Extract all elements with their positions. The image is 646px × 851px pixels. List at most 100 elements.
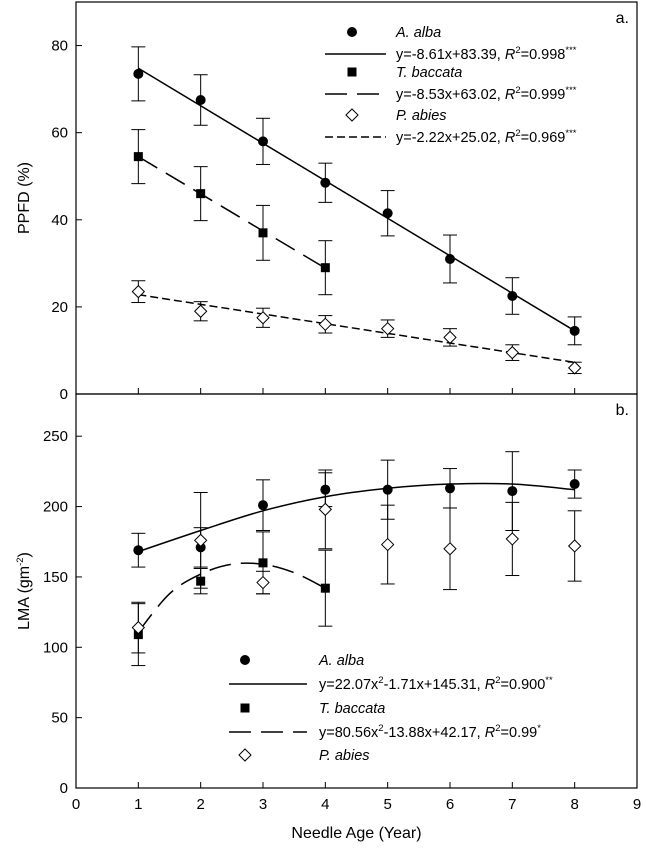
data-point-diamond — [380, 537, 395, 552]
r-squared-symbol: R — [485, 725, 496, 741]
data-point-diamond — [238, 748, 252, 762]
data-point-square — [347, 67, 357, 77]
data-point-circle — [133, 545, 144, 556]
r-squared-exponent: 2 — [515, 128, 520, 139]
x-tick-label: 1 — [134, 796, 142, 813]
y-tick-label: 40 — [51, 212, 68, 229]
r-squared-value: =0.900 — [501, 677, 546, 693]
data-point-circle — [347, 27, 357, 37]
x-tick-label: 9 — [633, 796, 641, 813]
r-squared-exponent: 2 — [515, 45, 520, 56]
data-point-square — [258, 228, 268, 238]
r-squared-symbol: R — [505, 47, 516, 63]
legend-fit-equation: y=-8.61x+83.39, R2=0.998*** — [396, 45, 577, 63]
legend-fit-equation: y=22.07x2-1.71x+145.31, R2=0.900** — [319, 675, 553, 693]
equation-text: y=-8.53x+63.02, — [396, 87, 505, 103]
r-squared-symbol: R — [505, 130, 516, 146]
r-squared-value: =0.969 — [521, 130, 566, 146]
legend-series-name: P. abies — [319, 748, 370, 764]
data-point-circle — [382, 484, 393, 495]
data-point-circle — [320, 177, 331, 188]
y-tick-label: 50 — [51, 710, 68, 727]
equation-text: y=22.07x — [319, 677, 379, 693]
data-point-diamond — [193, 304, 208, 318]
y-tick-label: 0 — [60, 780, 68, 797]
y-tick-label: 100 — [43, 639, 68, 656]
r-squared-symbol: R — [505, 87, 516, 103]
data-point-diamond — [345, 108, 359, 122]
x-tick-label: 2 — [196, 796, 204, 813]
y-axis-label: LMA (gm-2) — [15, 552, 33, 630]
data-point-square — [320, 263, 330, 273]
significance-marker: * — [537, 723, 541, 734]
y-tick-label: 20 — [51, 299, 68, 316]
significance-marker: *** — [565, 85, 576, 96]
y-tick-label: 60 — [51, 125, 68, 142]
data-point-diamond — [318, 502, 333, 517]
y-axis-label: PPFD (%) — [16, 162, 33, 234]
data-point-diamond — [131, 620, 146, 635]
data-point-diamond — [443, 542, 457, 556]
data-point-circle — [507, 486, 518, 497]
equation-text: -1.71x+145.31, — [384, 677, 485, 693]
data-point-circle — [382, 208, 393, 219]
legend-fit-equation: y=-2.22x+25.02, R2=0.969*** — [396, 128, 577, 146]
y-tick-label: 250 — [43, 428, 68, 445]
y-tick-label: 200 — [43, 499, 68, 516]
r-squared-exponent: 2 — [495, 675, 500, 686]
r-squared-exponent: 2 — [515, 85, 520, 96]
panel-label: a. — [616, 10, 629, 27]
data-point-square — [133, 152, 143, 162]
data-point-circle — [258, 500, 268, 511]
fit-line-open-diamond — [138, 293, 575, 364]
data-point-circle — [195, 95, 206, 105]
panel-b: 0 50 100 150 200 250 0 1 2 3 4 5 6 7 8 9 LMA (gm-2) b. A. … — [15, 393, 641, 842]
data-point-diamond — [505, 532, 520, 546]
legend-series-name: T. baccata — [319, 701, 385, 717]
significance-marker: ** — [545, 675, 553, 686]
data-point-diamond — [256, 311, 270, 325]
legend-fit-equation: y=-8.53x+63.02, R2=0.999*** — [396, 85, 577, 103]
data-point-square — [196, 189, 206, 199]
x-tick-label: 0 — [72, 796, 80, 813]
r-squared-symbol: R — [485, 677, 496, 693]
legend-series-name: A. alba — [395, 25, 441, 41]
legend-series-name: A. alba — [318, 653, 364, 669]
x-tick-label: 6 — [446, 796, 454, 813]
data-point-square — [258, 558, 268, 568]
legend-fit-equation: y=80.56x2-13.88x+42.17, R2=0.99* — [319, 723, 541, 741]
y-axis-label-end: ) — [16, 552, 33, 557]
data-point-circle — [258, 136, 268, 147]
equation-text: y=80.56x — [319, 725, 379, 741]
data-point-circle — [569, 325, 580, 336]
r-squared-value: =0.998 — [521, 47, 566, 63]
data-point-circle — [133, 68, 144, 79]
panel-a: 0 20 40 60 80 PPFD (%) a. A. alba y=-8.61x+83.39… — [16, 1, 638, 403]
data-point-diamond — [567, 539, 582, 553]
plot-frame — [75, 393, 638, 789]
y-tick-label: 150 — [43, 569, 68, 586]
data-point-circle — [445, 483, 455, 494]
significance-marker: *** — [565, 45, 576, 56]
legend-series-name: P. abies — [396, 108, 447, 124]
fit-line-filled-square — [137, 156, 326, 269]
r-squared-value: =0.99 — [501, 725, 538, 741]
data-point-diamond — [567, 361, 582, 375]
panel-label: b. — [616, 402, 629, 419]
data-point-diamond — [256, 575, 270, 590]
data-point-diamond — [443, 330, 457, 345]
legend-series-name: T. baccata — [396, 65, 462, 81]
fit-line-filled-square — [137, 562, 326, 633]
equation-exponent: 2 — [378, 675, 383, 686]
data-point-diamond — [131, 284, 146, 299]
data-point-circle — [240, 655, 250, 665]
fit-line-filled-circle — [137, 67, 576, 332]
y-tick-label: 80 — [51, 38, 68, 55]
r-squared-exponent: 2 — [495, 723, 500, 734]
data-point-diamond — [193, 533, 208, 548]
x-tick-label: 4 — [321, 796, 329, 813]
r-squared-value: =0.999 — [521, 87, 566, 103]
equation-exponent: 2 — [378, 723, 383, 734]
y-axis-label-text: LMA (gm — [16, 566, 33, 630]
